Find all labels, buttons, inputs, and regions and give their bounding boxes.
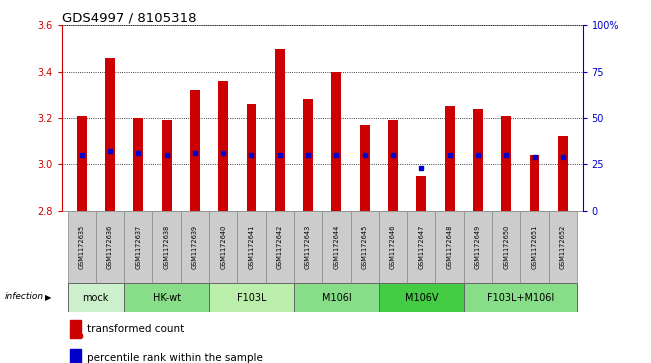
Bar	[124, 283, 209, 312]
Text: GSM1172639: GSM1172639	[192, 225, 198, 269]
Text: GSM1172635: GSM1172635	[79, 225, 85, 269]
Bar	[266, 211, 294, 283]
Bar	[72, 334, 81, 337]
Text: infection: infection	[5, 292, 44, 301]
Bar	[70, 319, 81, 338]
Bar	[445, 106, 454, 211]
Text: transformed count: transformed count	[87, 324, 184, 334]
Text: mock: mock	[83, 293, 109, 303]
Bar	[473, 109, 483, 211]
Bar	[436, 211, 464, 283]
Bar	[152, 211, 181, 283]
Bar	[161, 120, 171, 211]
Text: GSM1172644: GSM1172644	[333, 225, 339, 269]
Bar	[501, 116, 511, 211]
Bar	[96, 211, 124, 283]
Text: GSM1172651: GSM1172651	[531, 225, 538, 269]
Text: percentile rank within the sample: percentile rank within the sample	[87, 354, 263, 363]
Text: F103L+M106I: F103L+M106I	[487, 293, 554, 303]
Text: GSM1172645: GSM1172645	[362, 225, 368, 269]
Text: ▶: ▶	[45, 293, 51, 302]
Bar	[407, 211, 436, 283]
Text: F103L: F103L	[237, 293, 266, 303]
Text: GSM1172643: GSM1172643	[305, 225, 311, 269]
Text: GSM1172638: GSM1172638	[163, 225, 169, 269]
Bar	[360, 125, 370, 211]
Bar	[379, 211, 407, 283]
Bar	[275, 49, 284, 211]
Text: GSM1172647: GSM1172647	[419, 225, 424, 269]
Bar	[68, 211, 96, 283]
Bar	[105, 58, 115, 211]
Bar	[209, 211, 238, 283]
Bar	[77, 116, 87, 211]
Bar	[520, 211, 549, 283]
Bar	[247, 104, 256, 211]
Bar	[549, 211, 577, 283]
Text: GSM1172642: GSM1172642	[277, 225, 283, 269]
Bar	[331, 72, 341, 211]
Bar	[303, 99, 313, 211]
Bar	[350, 211, 379, 283]
Bar	[294, 211, 322, 283]
Bar	[464, 211, 492, 283]
Bar	[322, 211, 350, 283]
Bar	[492, 211, 520, 283]
Bar	[190, 90, 200, 211]
Bar	[209, 283, 294, 312]
Bar	[464, 283, 577, 312]
Bar	[68, 283, 124, 312]
Text: GSM1172637: GSM1172637	[135, 225, 141, 269]
Bar	[294, 283, 379, 312]
Bar	[133, 118, 143, 211]
Text: GSM1172636: GSM1172636	[107, 225, 113, 269]
Bar	[417, 176, 426, 211]
Bar	[558, 136, 568, 211]
Bar	[218, 81, 228, 211]
Text: GSM1172648: GSM1172648	[447, 225, 452, 269]
Text: M106I: M106I	[322, 293, 352, 303]
Bar	[70, 349, 81, 363]
Bar	[529, 155, 540, 211]
Bar	[388, 120, 398, 211]
Text: M106V: M106V	[404, 293, 438, 303]
Bar	[124, 211, 152, 283]
Text: GDS4997 / 8105318: GDS4997 / 8105318	[62, 11, 197, 24]
Bar	[238, 211, 266, 283]
Text: HK-wt: HK-wt	[152, 293, 180, 303]
Text: GSM1172652: GSM1172652	[560, 225, 566, 269]
Bar	[379, 283, 464, 312]
Text: GSM1172649: GSM1172649	[475, 225, 481, 269]
Text: GSM1172646: GSM1172646	[390, 225, 396, 269]
Text: GSM1172650: GSM1172650	[503, 225, 509, 269]
Bar	[181, 211, 209, 283]
Text: GSM1172640: GSM1172640	[220, 225, 226, 269]
Text: GSM1172641: GSM1172641	[249, 225, 255, 269]
